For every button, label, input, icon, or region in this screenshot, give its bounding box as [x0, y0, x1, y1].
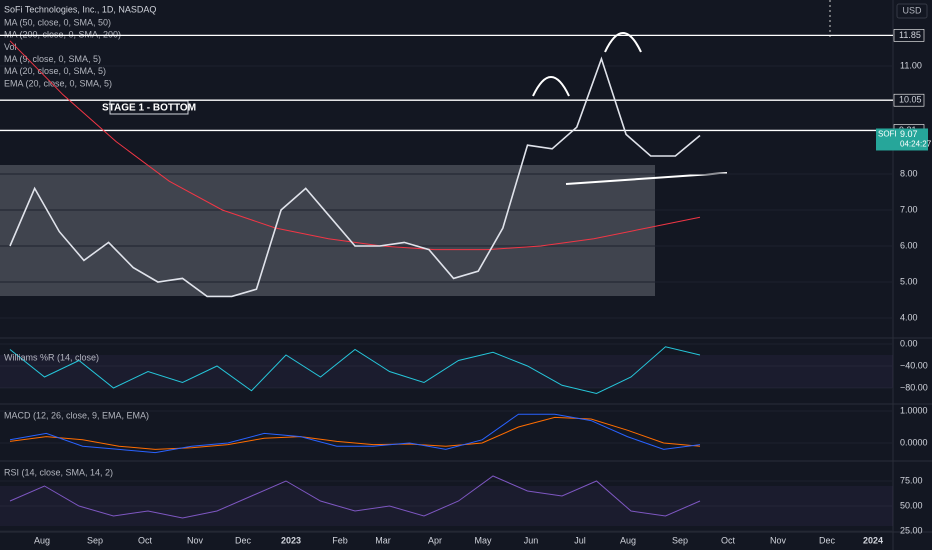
axis-tick-label: 0.00	[900, 338, 918, 348]
axis-tick-label: 1.0000	[900, 405, 928, 415]
axis-tick-label: 75.00	[900, 475, 923, 485]
indicator-label: Vol	[4, 42, 17, 52]
panel-title: RSI (14, close, SMA, 14, 2)	[4, 467, 113, 477]
indicator-label: MA (200, close, 0, SMA, 200)	[4, 30, 121, 40]
time-label: May	[474, 535, 492, 545]
time-label: Dec	[235, 535, 252, 545]
countdown: 04:24:27	[900, 140, 932, 149]
wr-band	[0, 355, 893, 388]
arch	[604, 32, 642, 53]
last-price: 9.07	[900, 129, 918, 139]
time-label: Mar	[375, 535, 391, 545]
panel-title: Williams %R (14, close)	[4, 352, 99, 362]
last-symbol: SOFI	[878, 130, 897, 139]
time-label: Sep	[87, 535, 103, 545]
level-label: 11.85	[899, 30, 921, 40]
level-badge	[893, 29, 925, 42]
macd-line	[9, 413, 701, 454]
currency-box	[896, 3, 928, 19]
trend-line	[565, 172, 728, 185]
time-label: Aug	[34, 535, 50, 545]
axis-tick-label: −40.00	[900, 360, 928, 370]
time-label: Sep	[672, 535, 688, 545]
sma200-line	[9, 40, 701, 251]
time-label: 2023	[281, 535, 301, 545]
arch	[532, 76, 570, 97]
axis-tick-label: 8.00	[900, 168, 918, 178]
axis-tick-label: 11.00	[900, 60, 922, 70]
symbol-title: SoFi Technologies, Inc., 1D, NASDAQ	[4, 4, 156, 14]
indicator-label: MA (20, close, 0, SMA, 5)	[4, 66, 106, 76]
axis-tick-label: 4.00	[900, 312, 918, 322]
annotation: STAGE 1 - BOTTOM	[102, 103, 196, 114]
time-label: Feb	[332, 535, 348, 545]
level-badge	[893, 93, 925, 107]
time-label: Aug	[620, 535, 636, 545]
time-label: Jun	[524, 535, 539, 545]
axis-tick-label: 7.00	[900, 204, 918, 214]
signal-line	[9, 416, 701, 450]
axis-tick-label: −80.00	[900, 382, 928, 392]
currency: USD	[902, 5, 922, 15]
indicator-label: MA (50, close, 0, SMA, 50)	[4, 17, 111, 27]
axis-tick-label: 25.00	[900, 525, 923, 535]
level-label: 10.05	[899, 95, 922, 105]
indicator-label: EMA (20, close, 0, SMA, 5)	[4, 78, 112, 88]
price-line	[9, 56, 701, 298]
time-label: Apr	[428, 535, 442, 545]
williams-line	[9, 346, 701, 395]
annotation-box	[109, 100, 189, 115]
axis-tick-label: 50.00	[900, 500, 923, 510]
time-label: Dec	[819, 535, 836, 545]
time-label: Nov	[770, 535, 787, 545]
time-label: Jul	[574, 535, 586, 545]
time-label: 2024	[863, 535, 883, 545]
time-label: Oct	[721, 535, 736, 545]
axis-tick-label: 0.0000	[900, 437, 928, 447]
rsi-line	[9, 475, 701, 519]
time-label: Nov	[187, 535, 204, 545]
axis-tick-label: 6.00	[900, 240, 918, 250]
panel-title: MACD (12, 26, close, 9, EMA, EMA)	[4, 410, 149, 420]
last-badge	[876, 128, 928, 151]
time-label: Oct	[138, 535, 153, 545]
indicator-label: MA (9, close, 0, SMA, 5)	[4, 54, 101, 64]
range-box	[0, 165, 655, 296]
axis-tick-label: 5.00	[900, 276, 918, 286]
